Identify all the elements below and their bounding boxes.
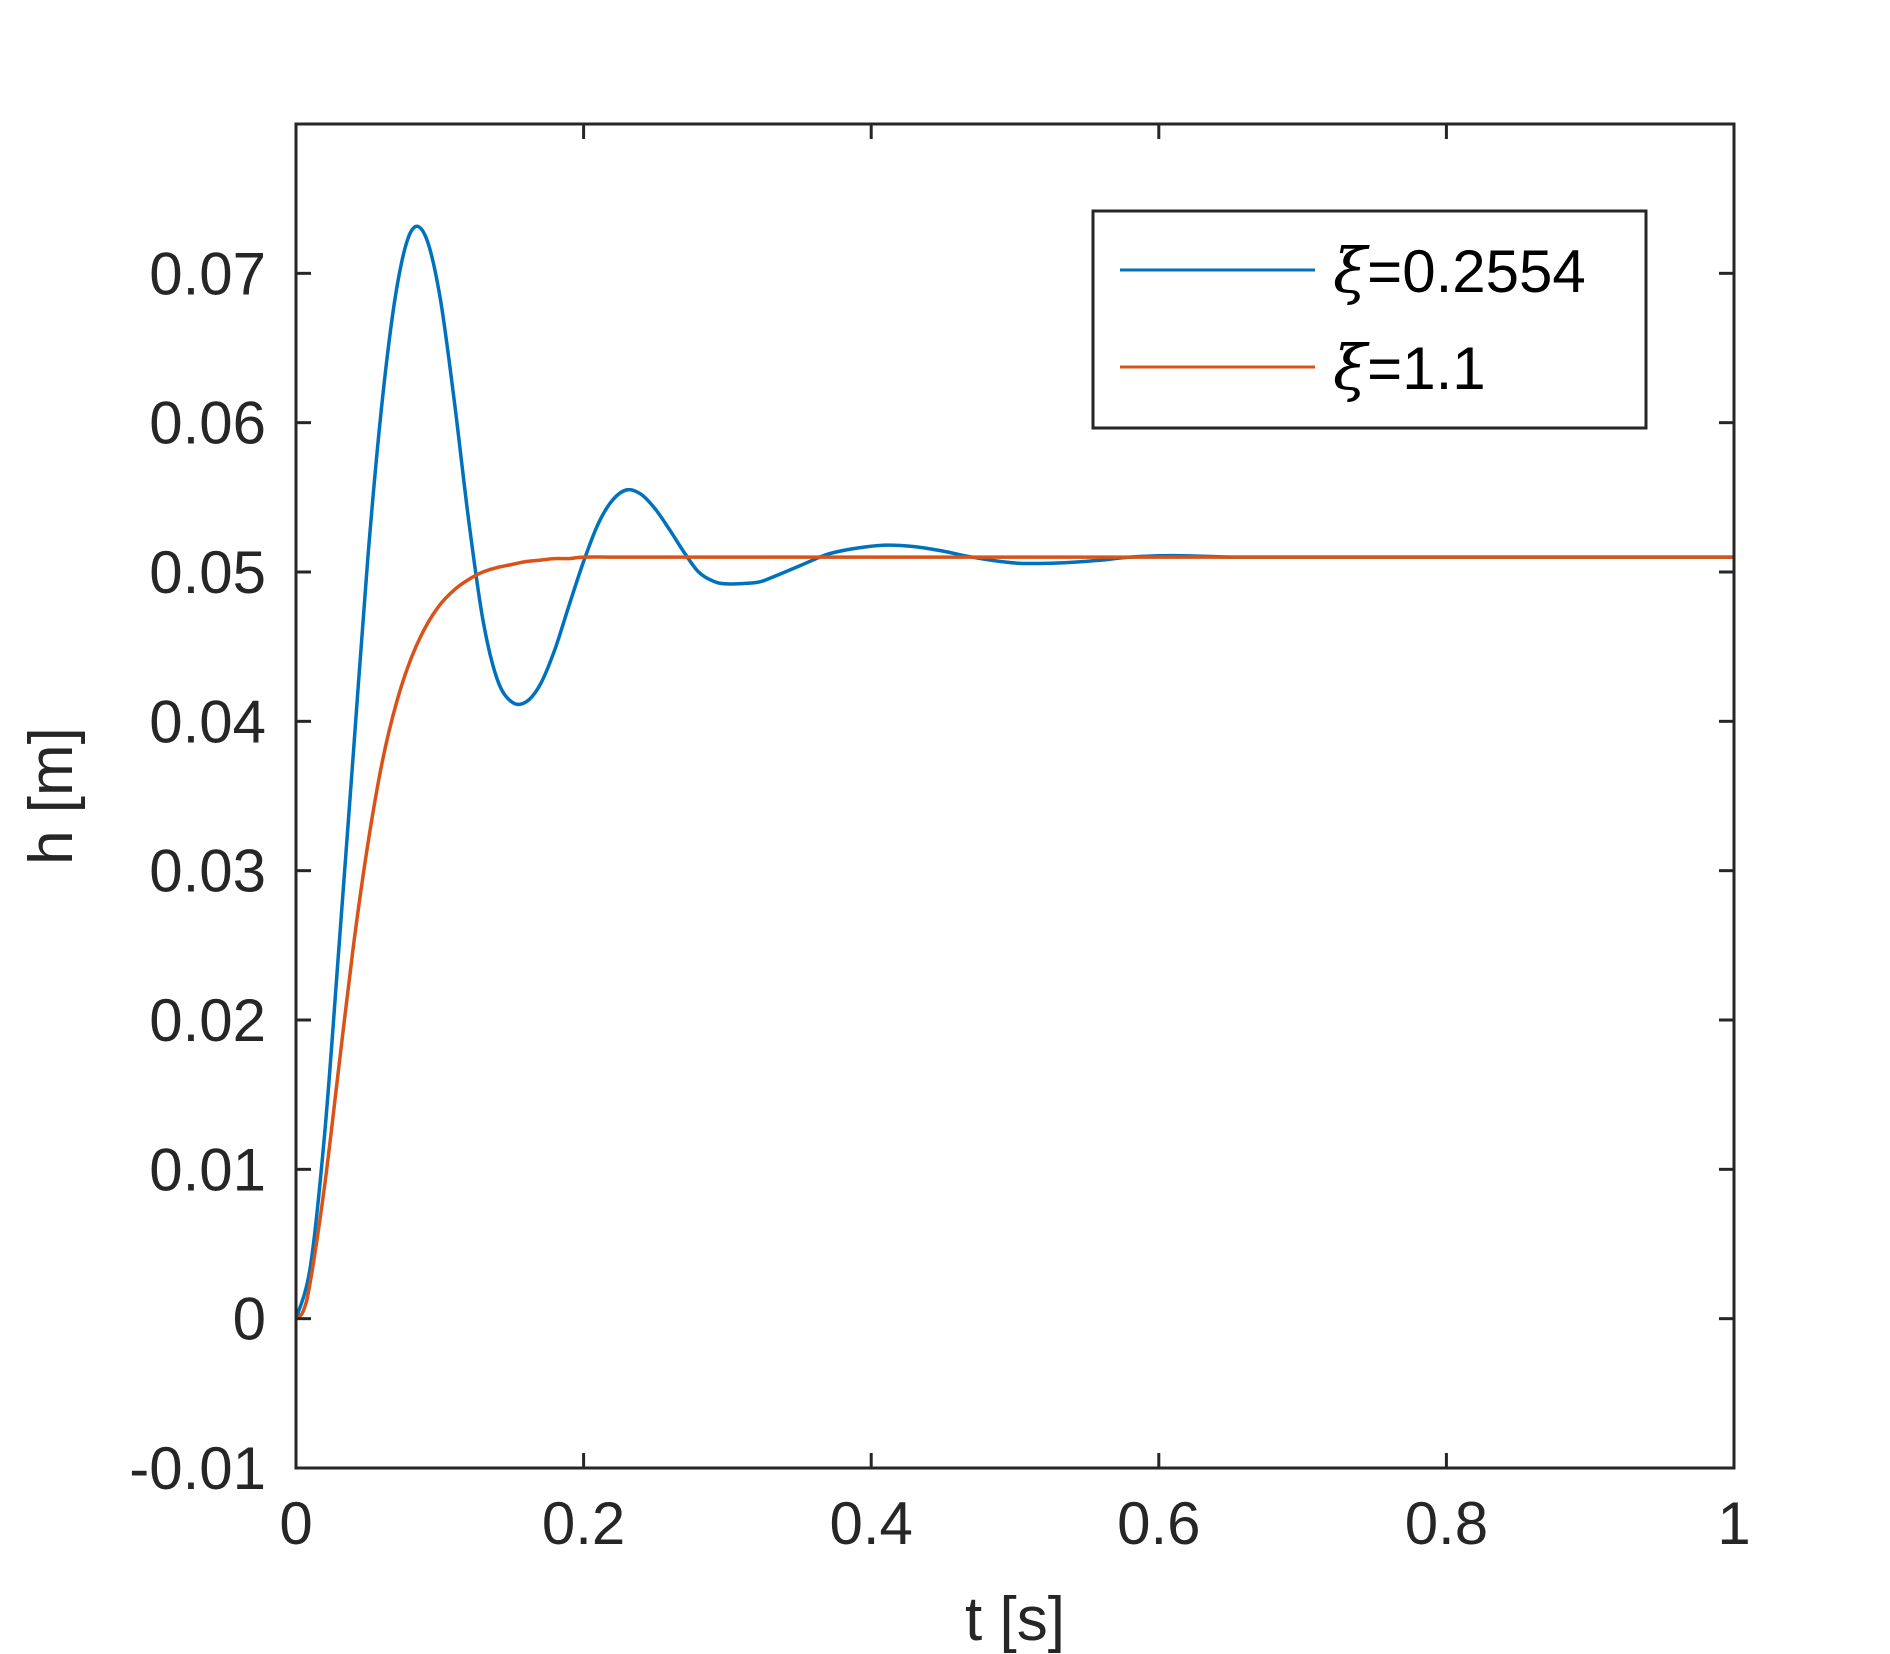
x-tick-label: 0.2 bbox=[542, 1490, 625, 1557]
x-tick-label: 0.4 bbox=[829, 1490, 912, 1557]
y-axis-title: h [m] bbox=[17, 727, 86, 865]
legend-box bbox=[1091, 209, 1648, 430]
y-tick-labels: -0.01 0 0.01 0.02 0.03 0.04 0.05 0.06 0.07 bbox=[129, 240, 266, 1502]
x-tick-label: 0 bbox=[279, 1490, 312, 1557]
y-tick-label: 0.06 bbox=[149, 390, 266, 457]
series-line-2 bbox=[294, 555, 1734, 1321]
axes-box bbox=[294, 122, 1736, 1470]
plot-area bbox=[294, 224, 1734, 1321]
legend-symbol-series-1: ξ bbox=[1333, 234, 1370, 307]
y-tick-label: 0.07 bbox=[149, 240, 266, 307]
y-tick-label: 0.04 bbox=[149, 688, 266, 755]
y-tick-label: 0.02 bbox=[149, 987, 266, 1054]
x-tick-label: 0.6 bbox=[1117, 1490, 1200, 1557]
x-tick-label: 0.8 bbox=[1405, 1490, 1488, 1557]
y-tick-label: -0.01 bbox=[129, 1435, 266, 1502]
x-axis-title: t [s] bbox=[965, 1585, 1065, 1654]
x-tick-label: 1 bbox=[1717, 1490, 1750, 1557]
y-tick-label: 0.01 bbox=[149, 1136, 266, 1203]
y-tick-label: 0.05 bbox=[149, 539, 266, 606]
legend-symbol-series-2: ξ bbox=[1333, 331, 1370, 404]
legend-value-series-2: =1.1 bbox=[1367, 335, 1485, 402]
legend-label-series-2: ξ=1.1 bbox=[1333, 331, 1486, 404]
series-line-1 bbox=[294, 224, 1734, 1320]
legend: ξ=0.2554 ξ=1.1 bbox=[1091, 209, 1648, 430]
x-tick-labels: 0 0.2 0.4 0.6 0.8 1 bbox=[279, 1490, 1750, 1557]
y-tick-label: 0.03 bbox=[149, 838, 266, 905]
y-tick-label: 0 bbox=[233, 1286, 266, 1353]
legend-value-series-1: =0.2554 bbox=[1367, 238, 1586, 305]
legend-label-series-1: ξ=0.2554 bbox=[1333, 234, 1586, 307]
